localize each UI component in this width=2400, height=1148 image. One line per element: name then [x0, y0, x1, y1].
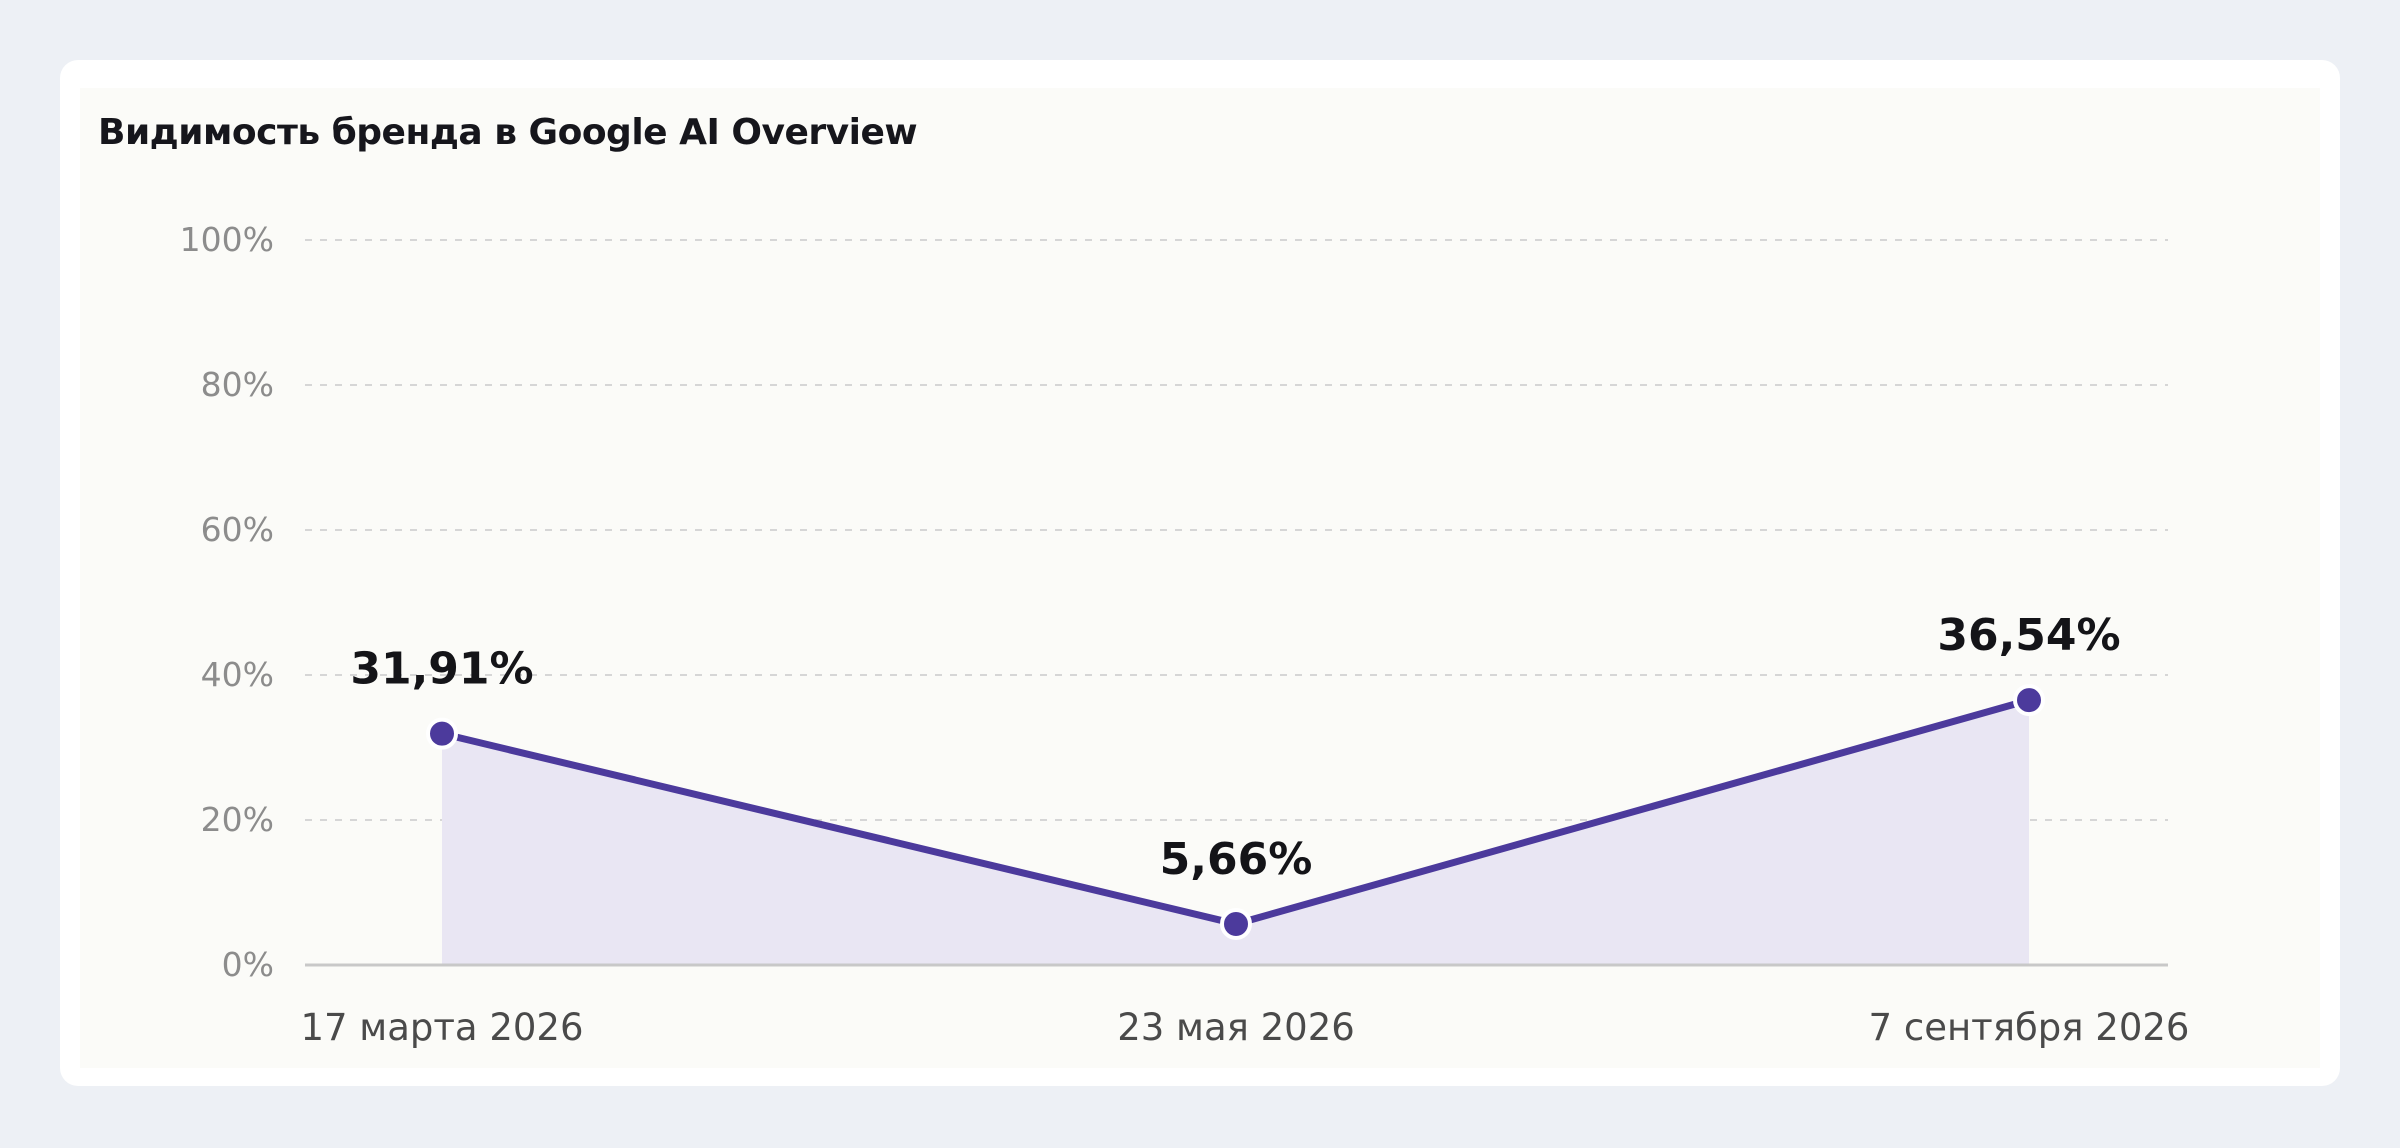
data-label: 5,66%: [1160, 834, 1313, 885]
data-point: [426, 717, 458, 750]
x-tick-label: 7 сентября 2026: [1869, 1006, 2190, 1049]
chart-card: [60, 60, 2340, 1086]
area-fill: [442, 700, 2029, 965]
y-tick-label: 0%: [222, 945, 274, 984]
y-tick-label: 60%: [201, 510, 274, 549]
chart-title: Видимость бренда в Google AI Overview: [98, 112, 918, 153]
data-point: [1220, 907, 1252, 940]
y-tick-label: 80%: [201, 365, 274, 404]
x-tick-label: 17 марта 2026: [300, 1006, 583, 1049]
data-label: 36,54%: [1937, 610, 2120, 661]
data-label: 31,91%: [350, 644, 533, 695]
y-tick-label: 100%: [180, 220, 274, 259]
y-tick-label: 20%: [201, 800, 274, 839]
data-point: [2013, 684, 2045, 717]
x-tick-label: 23 мая 2026: [1117, 1006, 1355, 1049]
y-tick-label: 40%: [201, 655, 274, 694]
